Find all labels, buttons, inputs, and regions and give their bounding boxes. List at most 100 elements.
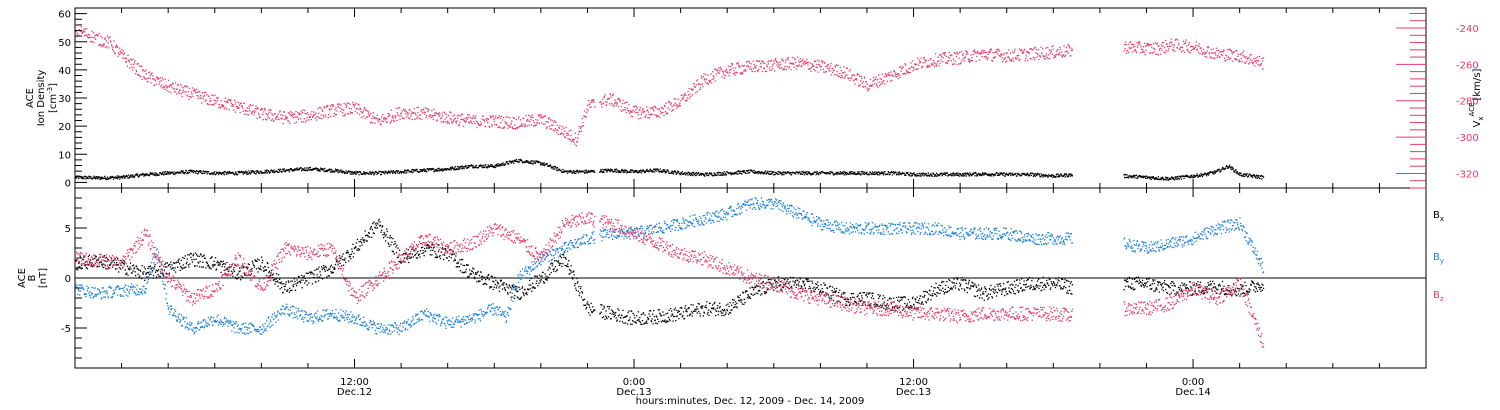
velocity-point — [107, 37, 110, 39]
density-point — [391, 170, 393, 173]
density-point — [419, 170, 422, 172]
velocity-point — [1059, 48, 1062, 50]
density-point — [611, 169, 613, 171]
velocity-point — [430, 114, 432, 116]
density-point — [815, 171, 817, 173]
density-point — [110, 176, 113, 179]
velocity-point — [159, 81, 161, 83]
velocity-point — [101, 46, 103, 48]
velocity-point — [505, 116, 507, 118]
density-point — [419, 169, 421, 171]
density-point — [463, 168, 465, 170]
velocity-point — [492, 115, 494, 117]
density-point — [379, 171, 381, 173]
velocity-point — [948, 59, 950, 62]
density-point — [825, 172, 827, 174]
velocity-point — [881, 81, 883, 83]
density-point — [941, 175, 943, 177]
velocity-point — [567, 132, 569, 134]
velocity-point — [153, 84, 156, 87]
velocity-point — [369, 114, 371, 116]
density-point — [477, 166, 480, 169]
velocity-point — [296, 116, 299, 118]
density-point — [204, 172, 206, 174]
velocity-point — [801, 60, 803, 62]
velocity-point — [370, 113, 372, 115]
density-point — [898, 173, 900, 175]
velocity-point — [637, 111, 639, 113]
velocity-point — [90, 41, 93, 43]
velocity-point — [778, 63, 780, 65]
velocity-point — [143, 76, 145, 78]
velocity-point — [857, 73, 859, 76]
velocity-point — [527, 118, 529, 121]
density-point — [626, 170, 629, 173]
density-point — [1132, 176, 1134, 178]
velocity-point — [297, 118, 300, 120]
density-point — [1204, 172, 1206, 174]
velocity-point — [456, 120, 458, 122]
velocity-point — [1168, 48, 1170, 50]
velocity-point — [129, 67, 131, 69]
density-point — [423, 169, 425, 171]
velocity-point — [841, 76, 843, 78]
velocity-point — [376, 114, 379, 116]
density-point — [234, 171, 237, 173]
velocity-point — [581, 125, 583, 127]
velocity-point — [631, 111, 633, 113]
velocity-point — [291, 115, 294, 117]
velocity-point — [799, 58, 801, 60]
velocity-point — [436, 113, 438, 115]
velocity-point — [1017, 54, 1020, 56]
velocity-point — [170, 84, 173, 86]
velocity-point — [777, 61, 779, 64]
velocity-point — [294, 122, 296, 124]
velocity-point — [536, 121, 538, 124]
velocity-point — [228, 109, 230, 111]
density-point — [1142, 177, 1145, 179]
velocity-point — [411, 118, 413, 121]
velocity-point — [557, 133, 559, 135]
velocity-point — [1252, 63, 1254, 65]
density-tick-label: 40 — [58, 66, 71, 77]
x-tick-date: Dec.12 — [337, 387, 372, 398]
density-point — [356, 171, 358, 173]
density-point — [424, 170, 426, 172]
velocity-point — [125, 60, 127, 62]
density-point — [97, 177, 99, 180]
density-point — [1026, 174, 1028, 176]
velocity-point — [1167, 45, 1169, 48]
velocity-point — [81, 31, 83, 33]
density-point — [290, 168, 292, 170]
velocity-point — [966, 51, 968, 53]
velocity-point — [1209, 57, 1211, 59]
velocity-point — [136, 63, 138, 65]
velocity-point — [532, 120, 534, 122]
velocity-point — [929, 66, 931, 68]
density-point — [1160, 177, 1162, 179]
density-point — [513, 160, 515, 162]
density-point — [584, 169, 586, 171]
density-point — [893, 173, 895, 175]
velocity-point — [523, 123, 525, 125]
density-point — [1048, 174, 1050, 176]
velocity-point — [371, 122, 373, 124]
density-point — [1070, 173, 1072, 175]
velocity-point — [91, 30, 93, 32]
velocity-point — [417, 111, 419, 114]
density-point — [856, 172, 858, 175]
velocity-point — [640, 117, 642, 119]
density-tick-label: 60 — [58, 10, 71, 21]
velocity-point — [242, 110, 244, 112]
density-point — [146, 173, 148, 175]
density-point — [384, 170, 386, 172]
velocity-point — [582, 125, 585, 127]
velocity-point — [274, 113, 276, 115]
density-point — [919, 172, 921, 175]
velocity-point — [212, 104, 215, 106]
velocity-point — [822, 68, 824, 70]
density-point — [766, 171, 768, 173]
density-point — [659, 168, 661, 170]
density-point — [1176, 178, 1178, 181]
density-point — [1154, 178, 1156, 180]
